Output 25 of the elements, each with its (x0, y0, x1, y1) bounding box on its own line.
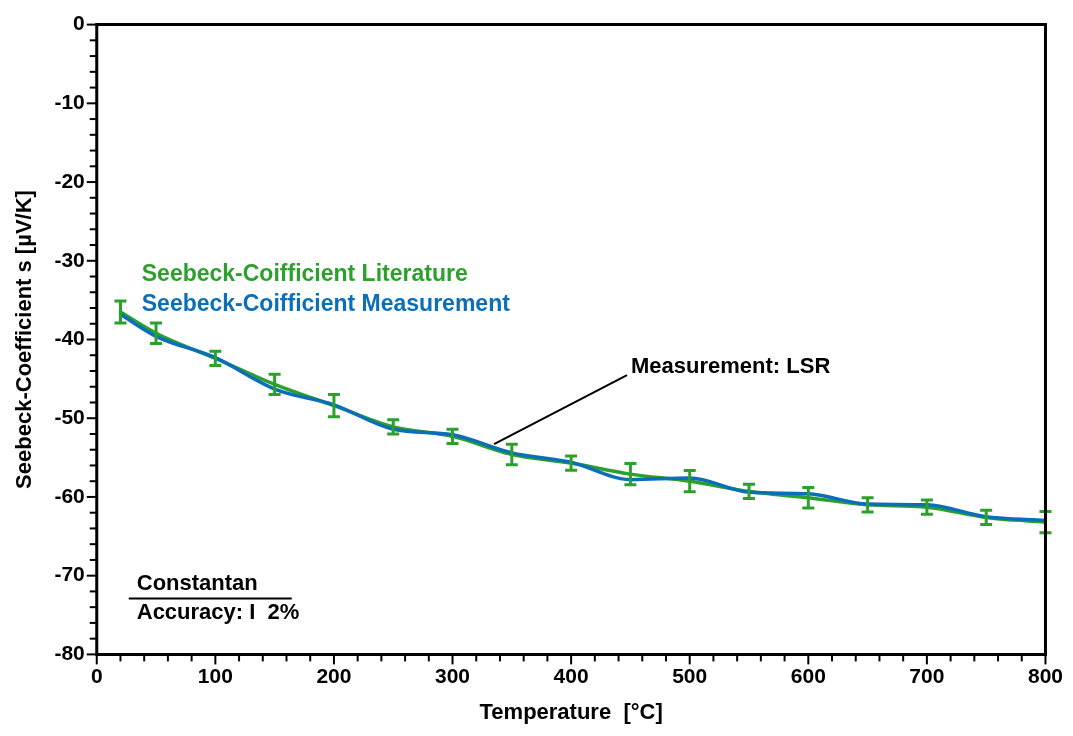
x-tick-label: 800 (1027, 663, 1063, 687)
y-tick-label: -10 (54, 90, 85, 114)
x-tick-label: 600 (790, 663, 826, 687)
y-tick-label: -40 (54, 326, 85, 350)
x-tick-label: 300 (435, 663, 471, 687)
x-tick-label: 0 (90, 663, 103, 687)
x-tick-label: 400 (553, 663, 589, 687)
y-tick-label: -30 (54, 247, 85, 271)
y-axis-title: Seebeck-Coefficient s [µV/K] (11, 190, 37, 489)
annotation: Constantan (136, 570, 258, 596)
series-label: Seebeck-Coifficient Measurement (141, 289, 511, 316)
y-tick-label: -60 (54, 483, 85, 507)
y-tick-label: -70 (54, 562, 85, 586)
x-axis-title: Temperature [°C] (479, 698, 663, 724)
series-label: Seebeck-Coifficient Literature (141, 259, 468, 286)
y-tick-label: -20 (54, 168, 85, 192)
annotation: Measurement: LSR (631, 353, 831, 379)
x-tick-label: 700 (909, 663, 945, 687)
x-tick-label: 200 (316, 663, 352, 687)
y-tick-label: -80 (54, 641, 85, 665)
x-tick-label: 500 (672, 663, 708, 687)
y-tick-label: -50 (54, 405, 85, 429)
annotation: Accuracy: I 2% (136, 599, 300, 625)
y-tick-label: 0 (73, 11, 85, 35)
x-tick-label: 100 (197, 663, 233, 687)
